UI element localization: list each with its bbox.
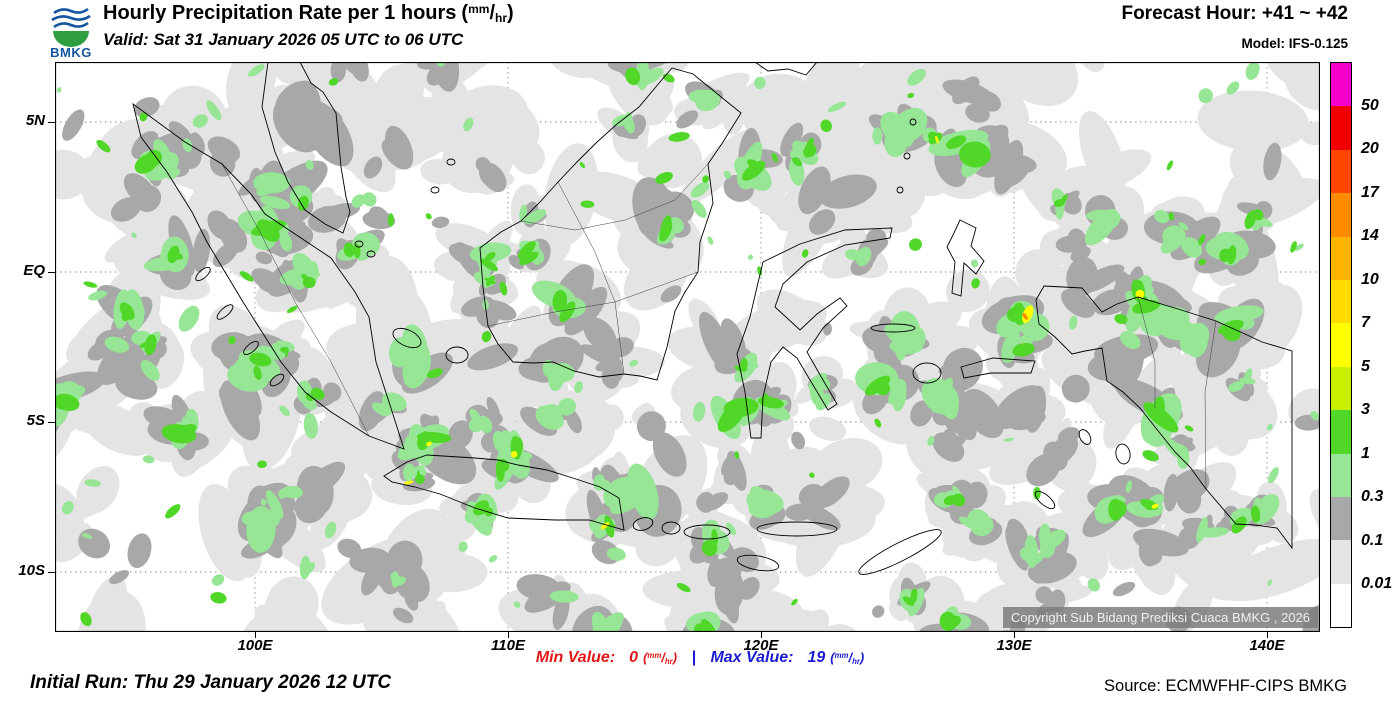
- colorbar-segment: [1331, 149, 1351, 194]
- colorbar-segment: [1331, 453, 1351, 497]
- colorbar-segment: [1331, 583, 1351, 628]
- min-value-group: Min Value: 0 (mm/hr): [536, 649, 677, 666]
- colorbar-segment: [1331, 236, 1351, 280]
- precipitation-map: Copyright Sub Bidang Prediksi Cuaca BMKG…: [55, 62, 1320, 632]
- max-value-group: Max Value: 19 (mm/hr): [710, 649, 864, 666]
- bmkg-logo: [51, 7, 91, 47]
- colorbar-label: 0.01: [1361, 575, 1393, 593]
- colorbar-label: 50: [1361, 96, 1379, 114]
- colorbar-segment: [1331, 410, 1351, 454]
- max-unit: (mm/hr): [830, 650, 865, 666]
- minmax-separator: |: [691, 649, 696, 666]
- minmax-line: Min Value: 0 (mm/hr) | Max Value: 19 (mm/hr): [0, 649, 1400, 667]
- logo-wave-icon: [51, 14, 91, 22]
- x-axis-label: 120E: [743, 637, 779, 654]
- colorbar: [1330, 62, 1352, 628]
- colorbar-label: 7: [1361, 314, 1370, 332]
- bmkg-logo-text: BMKG: [50, 45, 92, 60]
- y-axis-tick: [48, 422, 55, 423]
- x-axis-tick: [508, 632, 509, 638]
- colorbar-label: 0.3: [1361, 488, 1384, 506]
- unit-close: ): [507, 2, 514, 24]
- x-axis-tick: [761, 632, 762, 638]
- source-label: Source: ECMWFHF-CIPS BMKG: [1104, 677, 1347, 695]
- colorbar-segment: [1331, 540, 1351, 584]
- page-title: Hourly Precipitation Rate per 1 hours (mm…: [103, 2, 514, 25]
- y-axis-tick: [48, 272, 55, 273]
- title-unit: (mm/hr): [461, 2, 514, 25]
- y-axis-tick: [48, 572, 55, 573]
- x-axis-tick: [1014, 632, 1015, 638]
- colorbar-label: 5: [1361, 357, 1370, 375]
- unit-sub: hr: [495, 11, 507, 25]
- colorbar-label: 1: [1361, 444, 1370, 462]
- max-label: Max Value:: [710, 649, 794, 666]
- max-value: 19: [807, 649, 826, 666]
- model-label: Model: IFS-0.125: [1241, 36, 1348, 51]
- colorbar-label: 20: [1361, 140, 1379, 158]
- min-label: Min Value:: [535, 649, 616, 666]
- logo-wave-icon: [53, 7, 89, 15]
- y-axis-label: 5N: [25, 112, 45, 129]
- min-value: 0: [629, 649, 639, 666]
- valid-time: Valid: Sat 31 January 2026 05 UTC to 06 …: [103, 30, 464, 49]
- map-svg: [55, 62, 1320, 632]
- y-axis-label: EQ: [23, 262, 45, 279]
- colorbar-segment: [1331, 193, 1351, 237]
- y-axis-label: 5S: [26, 412, 45, 429]
- unit-open: (: [461, 2, 469, 24]
- title-text: Hourly Precipitation Rate per 1 hours: [103, 2, 457, 24]
- forecast-hour: Forecast Hour: +41 ~ +42: [1121, 3, 1348, 24]
- logo-wave-icon: [53, 21, 89, 29]
- colorbar-label: 0.1: [1361, 531, 1384, 549]
- colorbar-label: 14: [1361, 227, 1379, 245]
- initial-run: Initial Run: Thu 29 January 2026 12 UTC: [30, 672, 392, 693]
- min-unit: (mm/hr): [643, 650, 678, 666]
- x-axis-label: 110E: [491, 637, 525, 654]
- x-axis-tick: [1267, 632, 1268, 638]
- x-axis-label: 100E: [237, 637, 273, 654]
- colorbar-segment: [1331, 323, 1351, 367]
- x-axis-tick: [255, 632, 256, 638]
- unit-sup: mm: [468, 2, 490, 16]
- x-axis-label: 130E: [996, 637, 1032, 654]
- colorbar-segment: [1331, 106, 1351, 150]
- colorbar-segment: [1331, 366, 1351, 411]
- colorbar-label: 17: [1361, 183, 1379, 201]
- colorbar-label: 3: [1361, 401, 1370, 419]
- x-axis-label: 140E: [1249, 637, 1285, 654]
- y-axis-tick: [48, 122, 55, 123]
- colorbar-label: 10: [1361, 270, 1379, 288]
- colorbar-segment: [1331, 496, 1351, 541]
- y-axis-label: 10S: [18, 562, 45, 579]
- copyright-watermark: Copyright Sub Bidang Prediksi Cuaca BMKG…: [1002, 607, 1318, 628]
- logo-earth-icon: [53, 31, 89, 47]
- colorbar-segment: [1331, 279, 1351, 324]
- unit-slash: /: [489, 2, 495, 24]
- colorbar-segment: [1331, 63, 1351, 107]
